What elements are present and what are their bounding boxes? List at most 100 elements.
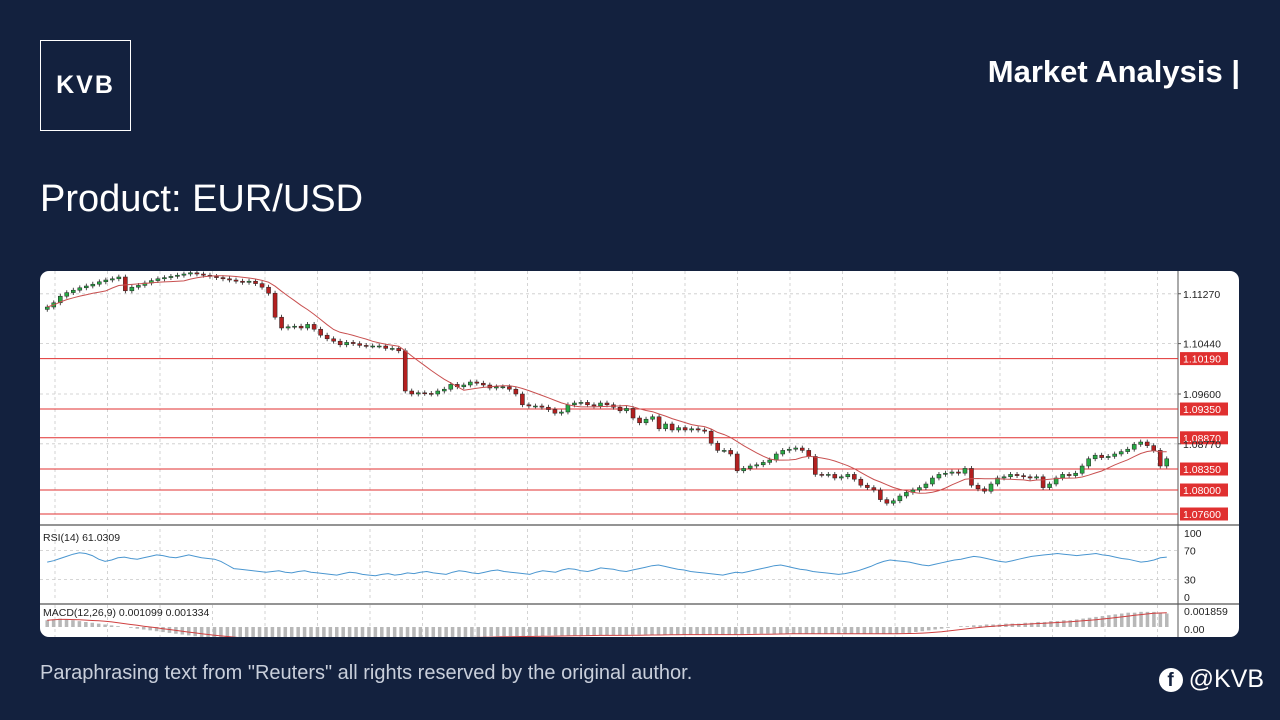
rsi-tick-label: 100 <box>1184 528 1202 540</box>
price-tick-label: 1.08770 <box>1183 439 1221 451</box>
candle-body <box>279 316 284 329</box>
candle-body <box>1066 474 1072 476</box>
candle-body <box>136 285 141 288</box>
level-label: 1.10190 <box>1183 354 1221 366</box>
candle-body <box>956 471 961 474</box>
candle-body <box>1021 475 1026 478</box>
candle-body <box>708 430 714 444</box>
candle-body <box>539 405 545 408</box>
candle-body <box>975 484 981 490</box>
candle-body <box>318 328 323 336</box>
header-title: Market Analysis | <box>987 54 1240 89</box>
level-tag <box>1180 462 1228 476</box>
candle-body <box>90 283 96 287</box>
candle-body <box>1125 448 1130 452</box>
candle-body <box>1092 454 1098 460</box>
candle-body <box>1144 441 1150 446</box>
candle-body <box>188 272 193 275</box>
candle-body <box>129 286 135 292</box>
candle-body <box>741 468 746 472</box>
candle-body <box>507 386 512 390</box>
candle-body <box>123 276 128 292</box>
candle-body <box>721 450 727 452</box>
candle-body <box>324 334 330 340</box>
source-disclaimer: Paraphrasing text from "Reuters" all rig… <box>40 662 693 684</box>
candle-body <box>897 495 903 502</box>
candle-body <box>1027 476 1033 479</box>
candle-body <box>64 292 70 297</box>
candle-body <box>819 474 825 476</box>
candle-body <box>246 280 252 283</box>
candle-body <box>396 348 401 352</box>
social-handle[interactable]: f @KVB <box>1158 665 1264 694</box>
candle-body <box>415 392 421 395</box>
candle-body <box>591 404 597 407</box>
candle-body <box>1105 456 1111 458</box>
candle-body <box>344 342 349 346</box>
candle-body <box>1086 458 1091 467</box>
candle-body <box>689 428 694 431</box>
candle-body <box>572 402 577 406</box>
candle-body <box>878 489 883 500</box>
candle-body <box>520 393 525 406</box>
candle-body <box>995 477 1000 485</box>
candle-body <box>715 442 720 451</box>
candle-body <box>448 384 454 390</box>
candle-body <box>832 474 838 479</box>
product-title: Product: EUR/USD <box>40 178 364 220</box>
rsi-line <box>47 552 1167 577</box>
candle-body <box>669 423 675 431</box>
candle-body <box>917 487 922 491</box>
level-tag <box>1180 431 1228 445</box>
candle-body <box>220 277 226 280</box>
level-label: 1.09350 <box>1183 404 1221 416</box>
candle-body <box>598 402 603 407</box>
candle-body <box>481 382 486 386</box>
logo-text: KVB <box>56 71 115 99</box>
candle-body <box>650 416 655 420</box>
candle-body <box>201 273 206 276</box>
candle-body <box>656 416 662 430</box>
rsi-tick-label: 30 <box>1184 574 1196 586</box>
macd-signal-line <box>47 612 1167 637</box>
candle-body <box>500 386 506 389</box>
level-tag <box>1180 402 1228 416</box>
price-tick-label: 1.09600 <box>1183 389 1221 401</box>
candle-body <box>695 428 701 431</box>
candle-body <box>949 471 955 474</box>
candle-body <box>747 465 753 469</box>
facebook-icon: f <box>1158 667 1183 692</box>
candle-body <box>1060 474 1065 479</box>
level-label: 1.08000 <box>1183 485 1221 497</box>
candle-body <box>839 476 844 479</box>
candle-body <box>1157 450 1163 467</box>
candle-body <box>865 484 870 488</box>
candle-body <box>461 384 467 388</box>
candle-body <box>962 468 968 474</box>
candle-body <box>604 402 610 406</box>
candle-body <box>383 345 388 349</box>
candle-body <box>110 278 115 281</box>
candle-body <box>643 418 649 424</box>
candle-body <box>194 272 200 275</box>
candle-body <box>559 411 564 414</box>
candle-body <box>773 453 779 461</box>
rsi-label: RSI(14) 61.0309 <box>43 532 120 544</box>
candle-body <box>1112 453 1117 457</box>
level-label: 1.08870 <box>1183 433 1221 445</box>
rsi-tick-label: 70 <box>1184 546 1196 558</box>
candle-body <box>162 277 167 280</box>
candle-body <box>1131 444 1137 450</box>
candle-body <box>77 287 83 291</box>
candle-body <box>546 406 551 410</box>
candle-body <box>227 278 232 281</box>
candle-body <box>402 350 408 392</box>
candle-body <box>1053 477 1059 485</box>
rsi-tick-label: 0 <box>1184 592 1190 604</box>
candle-body <box>982 488 987 492</box>
candle-body <box>767 459 772 463</box>
candle-body <box>370 345 375 348</box>
candle-body <box>71 289 76 293</box>
candle-body <box>363 345 369 347</box>
candle-body <box>253 280 258 284</box>
